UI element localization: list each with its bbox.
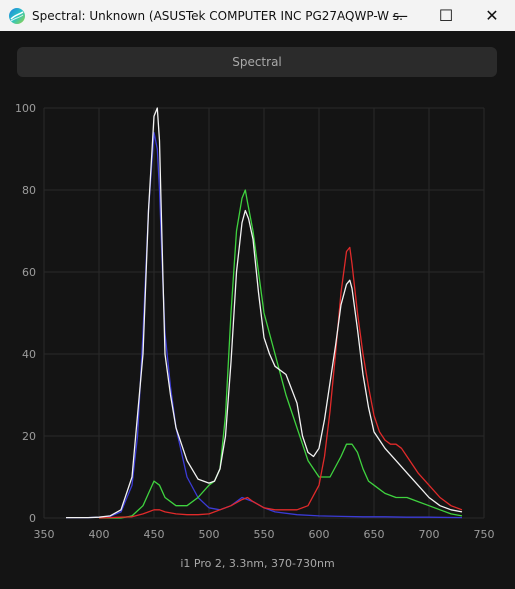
series-line-blue	[66, 131, 463, 519]
app-logo-icon	[8, 7, 26, 25]
series-line-white	[66, 107, 463, 519]
spectral-button[interactable]: Spectral	[17, 47, 497, 77]
title-bar[interactable]: Spectral: Unknown (ASUSTek COMPUTER INC …	[0, 0, 515, 31]
x-tick-label: 400	[89, 528, 110, 541]
y-tick-label: 80	[22, 184, 36, 197]
x-tick-label: 450	[144, 528, 165, 541]
close-button[interactable]: ✕	[469, 0, 515, 31]
y-tick-label: 100	[15, 102, 36, 115]
y-tick-label: 40	[22, 348, 36, 361]
y-tick-label: 0	[29, 512, 36, 525]
content-area: Spectral 350 400 450 500 550 600 650 700 750 0 20 4…	[0, 31, 515, 589]
x-tick-label: 750	[474, 528, 495, 541]
series-line-green	[99, 189, 463, 519]
x-tick-label: 500	[199, 528, 220, 541]
x-tick-label: 350	[34, 528, 55, 541]
minimize-button[interactable]: —	[377, 0, 423, 31]
x-tick-label: 700	[419, 528, 440, 541]
window-title: Spectral: Unknown (ASUSTek COMPUTER INC …	[32, 8, 404, 23]
spectral-chart: 350 400 450 500 550 600 650 700 750 0 20 40 60 80 100	[15, 102, 495, 541]
instrument-caption: i1 Pro 2, 3.3nm, 370-730nm	[180, 557, 335, 570]
maximize-icon: ☐	[438, 6, 454, 25]
x-tick-label: 550	[254, 528, 275, 541]
close-icon: ✕	[485, 6, 499, 25]
maximize-button[interactable]: ☐	[423, 0, 469, 31]
y-tick-label: 60	[22, 266, 36, 279]
x-tick-label: 600	[309, 528, 330, 541]
minimize-icon: —	[392, 6, 408, 25]
x-tick-label: 650	[364, 528, 385, 541]
series-line-red	[98, 246, 463, 519]
y-tick-label: 20	[22, 430, 36, 443]
